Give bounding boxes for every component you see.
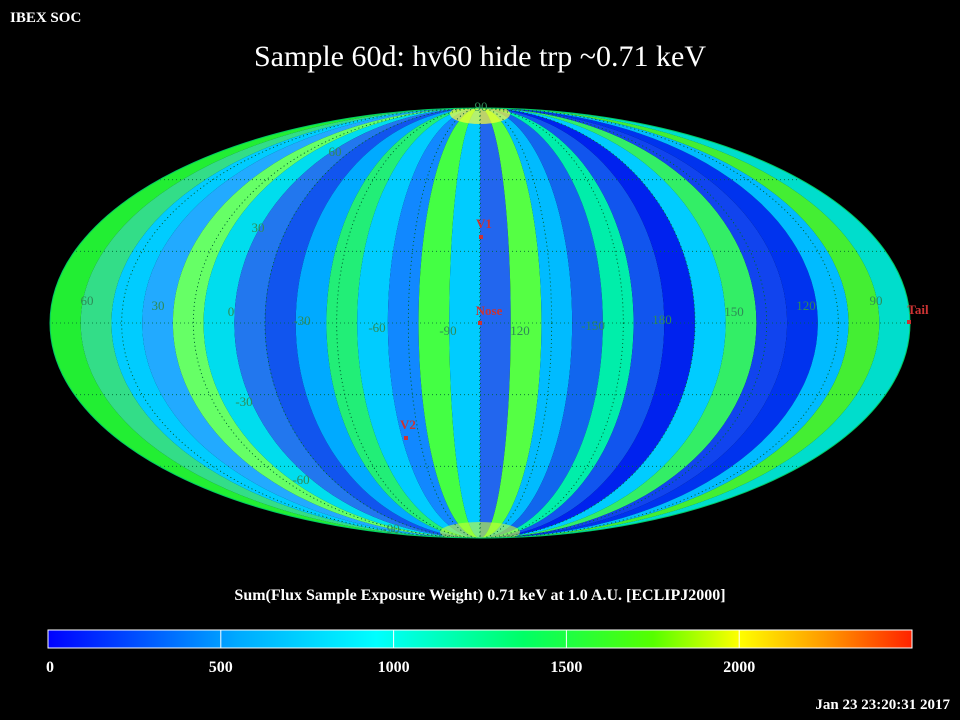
marker-dot (479, 235, 483, 239)
longitude-label: 120 (796, 298, 816, 313)
colorbar-tick-label: 0 (46, 659, 54, 676)
latitude-label: 30 (252, 220, 265, 235)
colorbar-tick-label: 2000 (723, 659, 756, 676)
marker-label: Nose (476, 303, 503, 318)
marker-dot (478, 321, 482, 325)
meridian-line (264, 108, 696, 538)
flux-band (326, 108, 480, 538)
flux-heatmap (50, 108, 910, 538)
colorbar (47, 629, 913, 649)
longitude-label: -30 (293, 313, 310, 328)
flux-band (480, 108, 542, 538)
flux-band (480, 108, 665, 538)
marker-dot (404, 436, 408, 440)
map-title: Sample 60d: hv60 hide trp ~0.71 keV (253, 40, 706, 73)
timestamp: Jan 23 23:20:31 2017 (815, 697, 950, 713)
meridian-line (192, 108, 768, 538)
flux-band (480, 108, 511, 538)
colorbar-tick-label: 1000 (377, 659, 410, 676)
flux-band (480, 108, 573, 538)
flux-band (387, 108, 480, 538)
latitude-label: -90 (382, 521, 399, 536)
longitude-label: 120 (510, 323, 530, 338)
latitude-label: -30 (235, 394, 252, 409)
longitude-label: 180 (652, 312, 672, 327)
flux-band (357, 108, 480, 538)
colorbar-title: Sum(Flux Sample Exposure Weight) 0.71 ke… (234, 587, 726, 604)
flux-band (480, 108, 695, 538)
markers: V1 Nose V2 Tail (400, 216, 929, 440)
flux-band (480, 108, 634, 538)
latitude-label: 90 (475, 99, 488, 114)
colorbar-tick-label: 1500 (550, 659, 583, 676)
meridian-line (121, 108, 839, 538)
marker-dot (907, 320, 911, 324)
marker-label: V2 (400, 417, 416, 432)
marker-label: V1 (476, 216, 492, 231)
longitude-label: 0 (228, 304, 235, 319)
longitude-label: -60 (368, 320, 385, 335)
latitude-label: 60 (329, 144, 342, 159)
flux-band (265, 108, 480, 538)
colorbar-ticks (47, 630, 740, 648)
longitude-label: 30 (152, 298, 165, 313)
flux-band (480, 108, 603, 538)
longitude-label: -150 (581, 318, 605, 333)
latitude-label: -60 (292, 472, 309, 487)
flux-band (295, 108, 480, 538)
longitude-label: 60 (81, 293, 94, 308)
grid-labels: 60 30 0 -30 -60 -90 120 -150 180 150 120 90 90 60 30 -3… (81, 99, 883, 536)
colorbar-tick-label: 500 (208, 659, 233, 676)
longitude-label: -90 (439, 323, 456, 338)
north-pole-glow (450, 108, 510, 124)
longitude-label: 90 (870, 293, 883, 308)
meridian-line (407, 108, 553, 538)
longitude-label: 150 (724, 304, 744, 319)
soc-label: IBEX SOC (10, 10, 82, 26)
marker-label: Tail (907, 302, 929, 317)
